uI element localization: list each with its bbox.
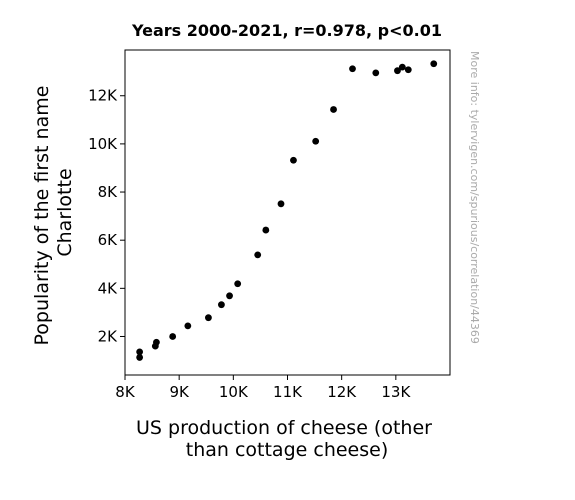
- data-point: [312, 137, 320, 145]
- y-tick-label: 8K: [98, 183, 119, 201]
- data-point: [398, 63, 406, 71]
- source-credit: More info: tylervigen.com/spurious/corre…: [468, 51, 481, 344]
- x-axis-label-line-1: US production of cheese (other: [136, 417, 432, 439]
- data-points: [136, 60, 438, 361]
- data-point: [234, 280, 242, 288]
- x-tick-label: 8K: [115, 383, 136, 401]
- data-point: [277, 200, 285, 208]
- data-point: [349, 65, 356, 73]
- data-point: [226, 292, 233, 300]
- data-point: [330, 106, 337, 113]
- data-point: [136, 348, 144, 356]
- data-point: [184, 322, 192, 330]
- chart-title: Years 2000-2021, r=0.978, p<0.01: [131, 21, 442, 40]
- data-point: [430, 60, 438, 68]
- y-tick-label: 4K: [98, 279, 119, 297]
- x-tick-label: 9K: [169, 383, 190, 401]
- y-tick-label: 2K: [98, 327, 119, 345]
- data-point: [290, 156, 297, 164]
- data-point: [254, 251, 262, 259]
- x-axis-label: US production of cheese (other than cott…: [136, 417, 438, 461]
- data-point: [394, 67, 401, 75]
- y-axis-label: Popularity of the first name Charlotte: [31, 80, 76, 346]
- data-point: [262, 226, 270, 234]
- data-point: [136, 354, 144, 361]
- x-axis-label-line-2: than cottage cheese): [186, 439, 389, 461]
- y-axis-label-line-2: Charlotte: [54, 168, 76, 256]
- y-axis-label-line-1: Popularity of the first name: [31, 86, 53, 346]
- data-point: [153, 338, 160, 346]
- x-tick-label: 12K: [327, 383, 357, 401]
- data-point: [169, 333, 177, 340]
- y-axis: 2K 4K 6K 8K 10K 12K: [88, 87, 125, 345]
- x-tick-label: 11K: [273, 383, 303, 401]
- data-point: [218, 301, 225, 309]
- x-tick-label: 13K: [381, 383, 411, 401]
- data-point: [372, 69, 380, 77]
- plot-area: 8K 9K 10K 11K 12K 13K 2K 4K 6K 8K 10K 12K: [88, 49, 451, 401]
- data-point: [205, 314, 212, 322]
- y-tick-label: 6K: [98, 231, 119, 249]
- x-axis: 8K 9K 10K 11K 12K 13K: [115, 375, 411, 401]
- y-tick-label: 10K: [88, 135, 118, 153]
- data-point: [404, 66, 412, 74]
- plot-frame: [124, 49, 451, 376]
- y-tick-label: 12K: [88, 87, 118, 105]
- x-tick-label: 10K: [219, 383, 249, 401]
